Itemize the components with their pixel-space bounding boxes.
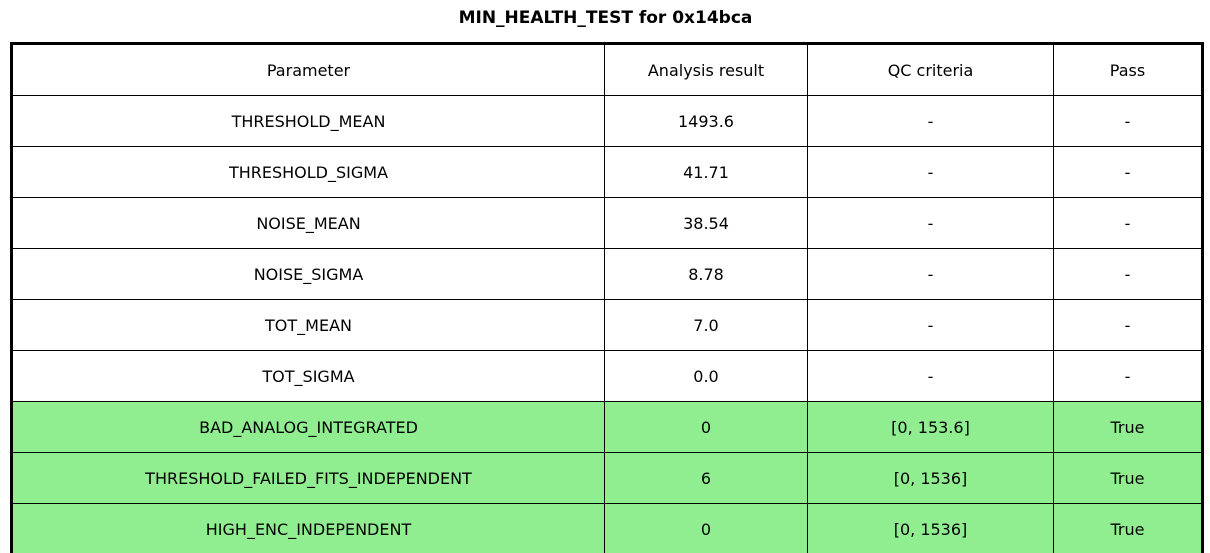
qc-criteria-cell: [0, 153.6] — [807, 401, 1054, 453]
table-row: NOISE_MEAN 38.54- - — [11, 197, 1203, 249]
column-header-analysis-result: Analysis result — [604, 43, 808, 96]
pass-cell: - — [1053, 350, 1203, 402]
pass-cell: True — [1053, 452, 1203, 504]
analysis-result-cell: 0 — [604, 503, 808, 553]
analysis-result-cell: 7.0 — [604, 299, 808, 351]
parameter-cell: NOISE_MEAN — [11, 197, 605, 249]
parameter-cell: TOT_MEAN — [11, 299, 605, 351]
parameter-cell: THRESHOLD_FAILED_FITS_INDEPENDENT — [11, 452, 605, 504]
analysis-result-cell: 0.0 — [604, 350, 808, 402]
table-row: THRESHOLD_MEAN 1493.6- - — [11, 95, 1203, 147]
qc-criteria-cell: [0, 1536] — [807, 503, 1054, 553]
analysis-result-cell: 0 — [604, 401, 808, 453]
parameter-cell: BAD_ANALOG_INTEGRATED — [11, 401, 605, 453]
qc-criteria-cell: - — [807, 146, 1054, 198]
analysis-result-cell: 6 — [604, 452, 808, 504]
page-title: MIN_HEALTH_TEST for 0x14bca — [458, 8, 753, 28]
column-header-parameter: Parameter — [11, 43, 605, 96]
analysis-result-cell: 8.78 — [604, 248, 808, 300]
analysis-result-cell: 38.54 — [604, 197, 808, 249]
qc-criteria-cell: - — [807, 248, 1054, 300]
parameter-cell: NOISE_SIGMA — [11, 248, 605, 300]
column-header-pass: Pass — [1053, 43, 1203, 96]
analysis-result-cell: 41.71 — [604, 146, 808, 198]
table-row: BAD_ANALOG_INTEGRATED 0 [0, 153.6] True — [11, 401, 1203, 453]
qc-criteria-cell: - — [807, 350, 1054, 402]
pass-cell: - — [1053, 197, 1203, 249]
pass-cell: True — [1053, 503, 1203, 553]
qc-criteria-cell: - — [807, 95, 1054, 147]
qc-criteria-cell: - — [807, 299, 1054, 351]
parameter-cell: THRESHOLD_MEAN — [11, 95, 605, 147]
pass-cell: - — [1053, 299, 1203, 351]
analysis-result-cell: 1493.6 — [604, 95, 808, 147]
qc-criteria-cell: [0, 1536] — [807, 452, 1054, 504]
pass-cell: True — [1053, 401, 1203, 453]
table-header-row: Parameter Analysis result QC criteria Pass — [11, 43, 1203, 96]
qc-criteria-cell: - — [807, 197, 1054, 249]
table-row: NOISE_SIGMA 8.78- - — [11, 248, 1203, 300]
column-header-qc-criteria: QC criteria — [807, 43, 1054, 96]
parameter-cell: THRESHOLD_SIGMA — [11, 146, 605, 198]
table-row: HIGH_ENC_INDEPENDENT 0 [0, 1536] True — [11, 503, 1203, 553]
pass-cell: - — [1053, 95, 1203, 147]
table-row: TOT_MEAN 7.0- - — [11, 299, 1203, 351]
table-row: THRESHOLD_FAILED_FITS_INDEPENDENT 6 [0, 15… — [11, 452, 1203, 504]
parameter-cell: HIGH_ENC_INDEPENDENT — [11, 503, 605, 553]
table-body: THRESHOLD_MEAN 1493.6- - THRESHOLD_SIGMA 41.… — [11, 95, 1203, 553]
table-row: THRESHOLD_SIGMA 41.71- - — [11, 146, 1203, 198]
table-row: TOT_SIGMA 0.0- - — [11, 350, 1203, 402]
parameter-cell: TOT_SIGMA — [11, 350, 605, 402]
pass-cell: - — [1053, 248, 1203, 300]
qc-results-table: Parameter Analysis result QC criteria Pass … — [10, 42, 1204, 553]
pass-cell: - — [1053, 146, 1203, 198]
